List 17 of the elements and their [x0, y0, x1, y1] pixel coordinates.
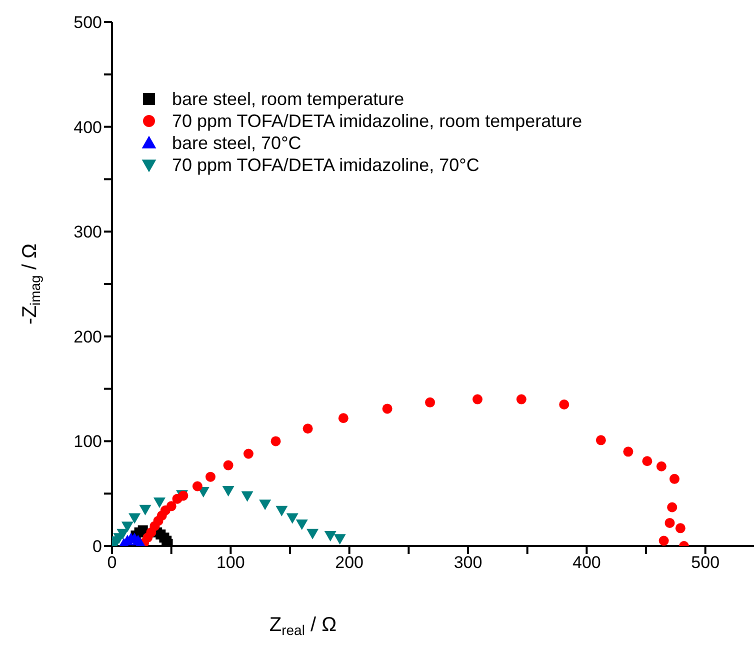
legend-label: 70 ppm TOFA/DETA imidazoline, 70°C [172, 154, 480, 176]
x-tick-label: 500 [691, 553, 720, 572]
y-tick-label: 100 [74, 432, 102, 452]
y-tick-label: 200 [74, 327, 102, 346]
y-tick-label: 400 [74, 118, 102, 137]
y-tick-label: 500 [74, 13, 102, 32]
x-tick-label: 100 [216, 553, 245, 572]
x-tick-label: 200 [335, 553, 364, 572]
legend-label: bare steel, 70°C [172, 132, 302, 154]
x-tick-label: 300 [454, 553, 482, 572]
y-tick-label: 0 [92, 537, 102, 556]
legend-label: bare steel, room temperature [172, 88, 404, 110]
x-axis-title: Z$_{real}$ / Ω [269, 614, 337, 638]
y-tick-label: 300 [74, 222, 102, 242]
x-tick-label: 400 [572, 553, 601, 572]
x-tick-label: 0 [107, 553, 117, 572]
legend-label: 70 ppm TOFA/DETA imidazoline, room temperature [172, 110, 582, 132]
